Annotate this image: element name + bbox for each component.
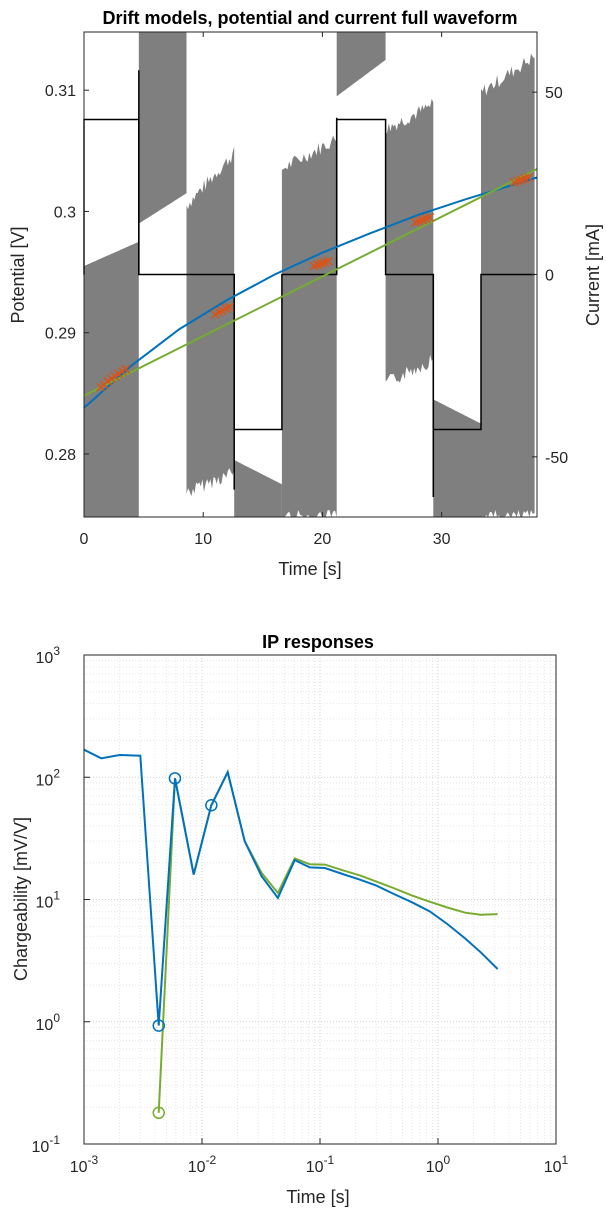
x-axis-label: Time [s] [278, 559, 341, 579]
y-tick-label: 0.29 [45, 326, 76, 343]
plot-frame [83, 654, 557, 1145]
y-axis-label: Potential [V] [8, 226, 28, 323]
chart-title: IP responses [262, 632, 374, 652]
potential-waveform [84, 32, 535, 518]
grid [84, 655, 556, 1144]
y-tick-label: 10-1 [32, 1133, 61, 1156]
x-ticks: 0 10 20 30 [80, 32, 451, 548]
potential-segment [281, 135, 337, 517]
sample-marker [524, 172, 534, 183]
potential-segment [186, 146, 235, 497]
x-tick-label: 30 [433, 531, 451, 548]
y-right-tick-label: -50 [545, 450, 568, 467]
x-tick-label: 0 [80, 531, 89, 548]
y-tick-label: 103 [36, 644, 61, 667]
x-tick-label: 100 [426, 1153, 451, 1176]
potential-segment [336, 32, 386, 97]
ip-response-line [157, 769, 498, 1113]
drift-model-line [83, 168, 538, 397]
y-tick-label: 102 [36, 766, 61, 789]
sample-marker [323, 256, 333, 266]
circle-marker [152, 1019, 165, 1032]
y-tick-label: 100 [36, 1011, 61, 1034]
y-right-tick-label: 0 [545, 268, 554, 285]
x-tick-label: 20 [314, 531, 332, 548]
y-tick-label: 0.31 [45, 83, 76, 100]
ip-responses-chart: IP responses 10-3 10-2 10-1 100 101 10-11001… [11, 632, 569, 1207]
y-axis-label: Chargeability [mV/V] [11, 817, 31, 981]
drift-models [83, 168, 538, 409]
y-ticks-left: 0.28 0.29 0.3 0.31 [45, 83, 89, 464]
chart-title: Drift models, potential and current full… [102, 8, 517, 28]
x-tick-label: 10-1 [306, 1153, 335, 1176]
sample-marker [425, 212, 435, 223]
y-tick-label: 0.3 [54, 204, 76, 221]
y-axis-label-right: Current [mA] [583, 224, 603, 326]
x-tick-label: 101 [544, 1153, 569, 1176]
y-ticks-right: -50 0 50 [532, 85, 568, 467]
potential-segment [138, 32, 187, 224]
potential-segment [481, 53, 535, 517]
y-tick-label: 101 [36, 889, 61, 912]
x-tick-label: 10 [194, 531, 212, 548]
potential-segment [385, 98, 434, 383]
x-tick-label: 10-2 [188, 1153, 217, 1176]
series-lines [83, 748, 499, 1113]
current-waveform [83, 70, 535, 497]
circle-marker [168, 772, 182, 785]
circle-marker [152, 1106, 165, 1120]
x-ticks: 10-3 10-2 10-1 100 101 [70, 1138, 569, 1176]
y-ticks: 10-1 100 101 102 103 [32, 644, 90, 1156]
drift-model-line [83, 176, 538, 409]
circle-markers [152, 772, 218, 1120]
y-right-tick-label: 50 [545, 85, 563, 102]
circle-marker [205, 799, 218, 812]
sample-marker [224, 302, 234, 312]
potential-segment [234, 460, 282, 517]
y-tick-label: 0.28 [45, 447, 76, 464]
drift-chart: Drift models, potential and current full… [8, 8, 603, 579]
sample-marker [121, 364, 131, 374]
x-axis-label: Time [s] [286, 1187, 349, 1207]
ip-response-line [83, 748, 499, 1026]
potential-segment [433, 399, 481, 517]
x-tick-label: 10-3 [70, 1153, 99, 1176]
sample-points [96, 172, 534, 392]
